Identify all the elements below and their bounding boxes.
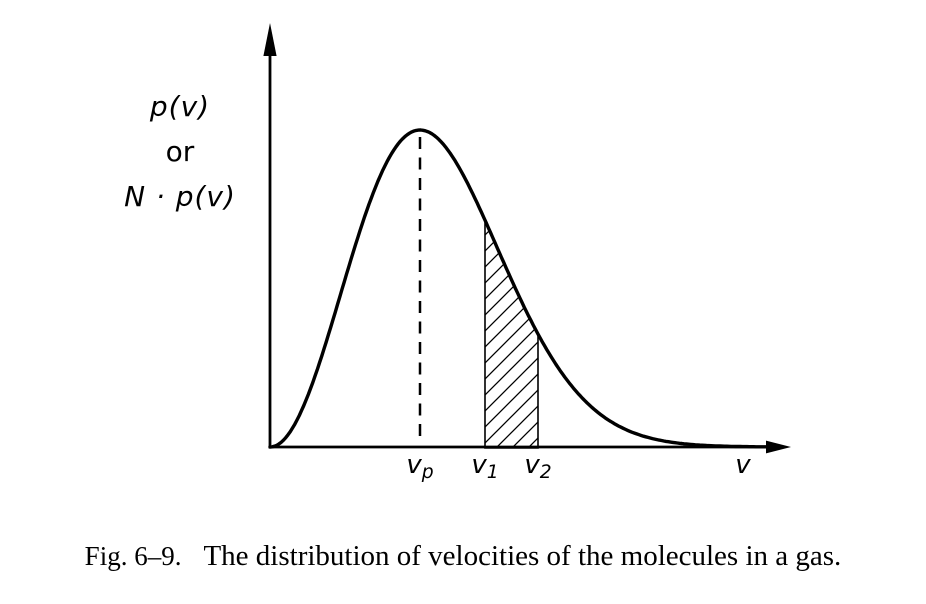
- figure-caption-number: Fig. 6–9.: [84, 541, 182, 571]
- x-axis-arrowhead: [766, 440, 791, 454]
- tick-vp-sub: p: [421, 462, 434, 484]
- figure-caption: Fig. 6–9. The distribution of velocities…: [0, 540, 926, 573]
- y-axis-label-line-3: N · p(v): [124, 180, 236, 213]
- tick-vp-base: v: [406, 450, 422, 480]
- y-axis-label-line-1: p(v): [149, 90, 211, 123]
- x-axis-label: v: [735, 450, 751, 480]
- tick-v1-base: v: [471, 450, 487, 480]
- distribution-curve: [268, 128, 772, 449]
- y-axis-label: p(v) or N · p(v): [80, 84, 280, 219]
- y-axis-arrowhead: [263, 23, 277, 56]
- hatched-region: [484, 219, 539, 449]
- tick-label-v2: v2: [511, 450, 565, 484]
- tick-v1-sub: 1: [486, 462, 499, 484]
- y-axis-label-line-2: or: [165, 135, 195, 168]
- tick-label-vp: vp: [393, 450, 447, 484]
- tick-v2-base: v: [524, 450, 540, 480]
- figure-caption-text: The distribution of velocities of the mo…: [203, 540, 842, 572]
- tick-label-v1: v1: [458, 450, 512, 484]
- tick-v2-sub: 2: [539, 462, 552, 484]
